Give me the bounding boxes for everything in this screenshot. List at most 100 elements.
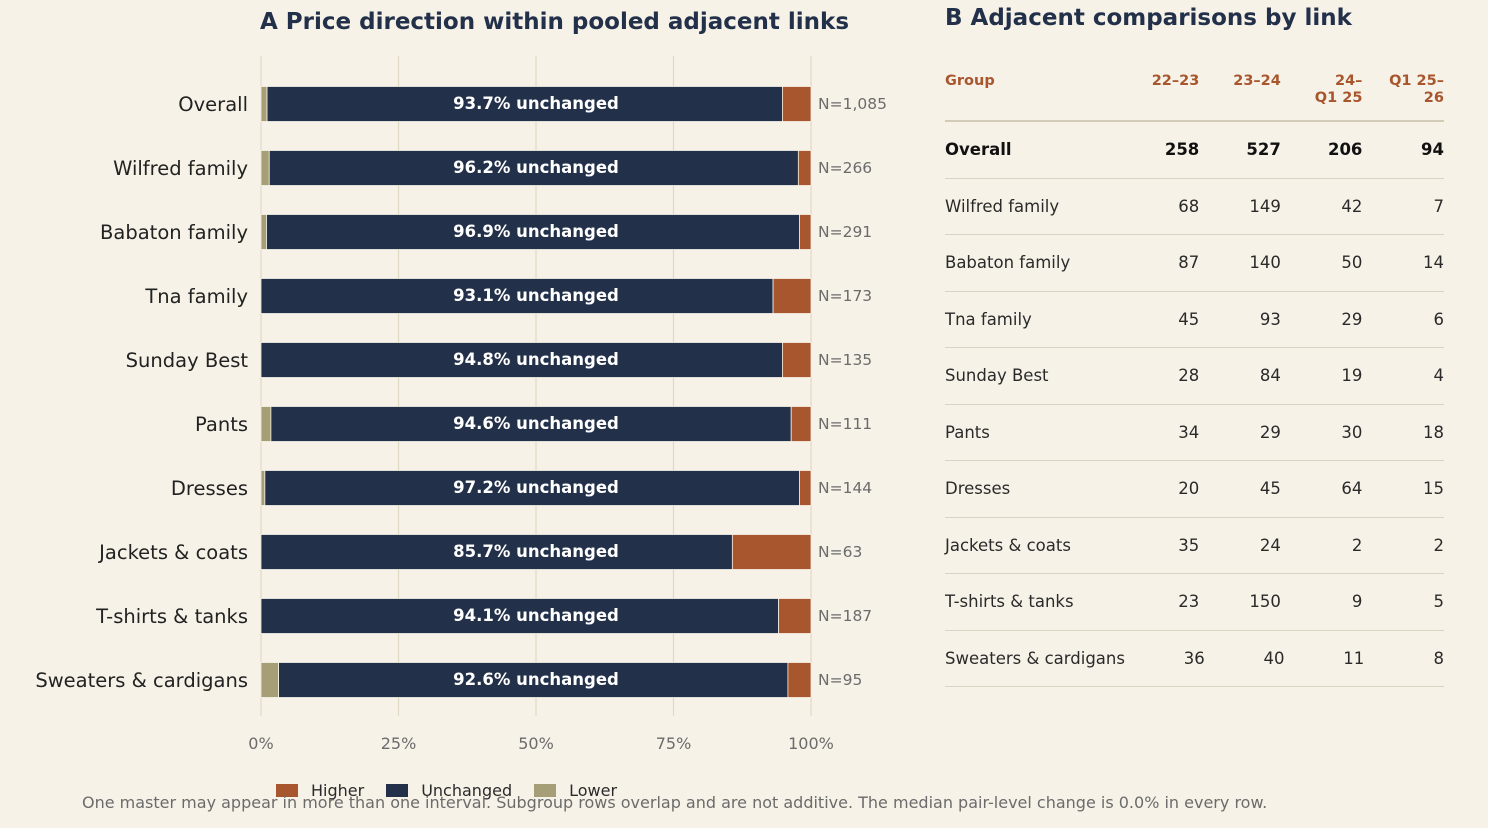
row-value: 40 <box>1263 648 1285 668</box>
bar-data-label: 97.2% unchanged <box>453 478 619 497</box>
row-value: 8 <box>1433 648 1444 668</box>
row-value: 150 <box>1249 592 1281 612</box>
bar-segment-higher <box>799 470 812 506</box>
row-group-label: Sunday Best <box>945 366 1049 386</box>
bar-segment-unchanged <box>266 214 800 250</box>
row-value: 20 <box>1178 479 1200 499</box>
row-value: 15 <box>1422 479 1444 499</box>
n-label: N=173 <box>818 287 872 305</box>
comparisons-table: Group 22–23 23–24 24– Q1 25 Q1 25– 26 Ov… <box>945 68 1444 687</box>
row-value: 6 <box>1433 309 1444 329</box>
header-24-q1-25: 24– Q1 25 <box>1314 73 1363 106</box>
category-label: Babaton family <box>100 221 248 244</box>
category-label: Sweaters & cardigans <box>35 669 248 692</box>
bar-segment-unchanged <box>260 534 733 570</box>
row-group-label: Jackets & coats <box>945 535 1071 555</box>
n-label: N=291 <box>818 223 872 241</box>
row-value: 30 <box>1341 422 1363 442</box>
bar-data-label: 94.1% unchanged <box>453 606 619 625</box>
category-label: Sunday Best <box>126 349 249 372</box>
bar-data-label: 96.2% unchanged <box>453 158 619 177</box>
row-value: 87 <box>1178 253 1200 273</box>
row-value: 24 <box>1259 535 1281 555</box>
row-value: 29 <box>1341 309 1363 329</box>
bar-segment-lower <box>260 662 280 698</box>
category-label: Wilfred family <box>113 157 248 180</box>
n-label: N=187 <box>818 607 872 625</box>
table-header: Group 22–23 23–24 24– Q1 25 Q1 25– 26 <box>945 68 1444 122</box>
row-value: 45 <box>1259 479 1281 499</box>
row-value: 23 <box>1178 592 1200 612</box>
bar-segment-higher <box>731 534 812 570</box>
row-value: 19 <box>1341 366 1363 386</box>
bar-segment-unchanged <box>266 86 783 122</box>
header-22-23: 22–23 <box>1151 73 1200 89</box>
bar-data-label: 85.7% unchanged <box>453 542 619 561</box>
bar-data-label: 93.7% unchanged <box>453 94 619 113</box>
row-value: 35 <box>1178 535 1200 555</box>
category-label: Tna family <box>144 285 248 308</box>
bar-segment-unchanged <box>260 342 783 378</box>
bar-segment-lower <box>260 406 272 442</box>
legend-label: Unchanged <box>421 781 513 800</box>
legend-item: Lower <box>534 781 617 800</box>
row-value: 18 <box>1422 422 1444 442</box>
row-value: 28 <box>1178 366 1200 386</box>
bar-segment-higher <box>787 662 812 698</box>
row-value: 527 <box>1246 140 1281 160</box>
n-label: N=266 <box>818 159 872 177</box>
row-group-label: Wilfred family <box>945 196 1060 216</box>
row-value: 5 <box>1433 592 1444 612</box>
bar-data-label: 92.6% unchanged <box>453 670 619 689</box>
row-group-label: Babaton family <box>945 253 1071 273</box>
row-value: 206 <box>1327 140 1363 160</box>
bar-segment-unchanged <box>260 278 774 314</box>
bar-data-label: 94.6% unchanged <box>453 414 619 433</box>
panel-b-title: B Adjacent comparisons by link <box>945 5 1352 31</box>
table-row: Sweaters & cardigans 36 40 11 8 <box>945 631 1444 687</box>
x-tick-label: 100% <box>788 734 834 753</box>
bar-segment-lower <box>260 470 266 506</box>
legend-label: Higher <box>311 781 365 800</box>
table-row: Overall 258 527 206 94 <box>945 122 1444 179</box>
n-label: N=63 <box>818 543 862 561</box>
row-value: 34 <box>1178 422 1200 442</box>
n-label: N=111 <box>818 415 872 433</box>
row-value: 94 <box>1421 140 1444 160</box>
row-value: 4 <box>1433 366 1444 386</box>
bar-segment-higher <box>782 86 812 122</box>
n-label: N=135 <box>818 351 872 369</box>
table-row: T-shirts & tanks 23 150 9 5 <box>945 574 1444 631</box>
category-label: Jackets & coats <box>97 541 248 564</box>
table-row: Babaton family 87 140 50 14 <box>945 235 1444 292</box>
bar-segment-higher <box>778 598 812 634</box>
bar-segment-lower <box>260 214 267 250</box>
n-label: N=1,085 <box>818 95 887 113</box>
footnote: One master may appear in more than one i… <box>82 793 1268 812</box>
row-value: 140 <box>1249 253 1281 273</box>
row-value: 11 <box>1343 648 1365 668</box>
legend-swatch <box>534 784 557 797</box>
bar-segment-unchanged <box>260 598 779 634</box>
bar-segment-unchanged <box>270 406 792 442</box>
category-label: T-shirts & tanks <box>95 605 248 628</box>
bar-data-label: 96.9% unchanged <box>453 222 619 241</box>
table-row: Tna family 45 93 29 6 <box>945 292 1444 348</box>
header-q1-25-26: Q1 25– 26 <box>1389 73 1444 106</box>
x-tick-label: 50% <box>518 734 554 753</box>
table-row: Jackets & coats 35 24 2 2 <box>945 518 1444 574</box>
bars-layer <box>260 86 812 698</box>
row-value: 258 <box>1164 140 1200 160</box>
table-row: Wilfred family 68 149 42 7 <box>945 179 1444 235</box>
bar-segment-higher <box>772 278 812 314</box>
row-value: 9 <box>1351 592 1363 612</box>
labels-layer: Overall 93.7% unchanged N=1,085 Wilfred fam… <box>35 93 887 692</box>
legend-swatch <box>276 784 298 797</box>
row-group-label: Pants <box>945 422 990 442</box>
row-value: 29 <box>1259 422 1281 442</box>
row-group-label: Overall <box>945 140 1012 160</box>
row-group-label: Sweaters & cardigans <box>945 648 1125 668</box>
row-value: 45 <box>1178 309 1200 329</box>
bar-segment-lower <box>260 86 268 122</box>
header-group: Group <box>945 73 995 89</box>
